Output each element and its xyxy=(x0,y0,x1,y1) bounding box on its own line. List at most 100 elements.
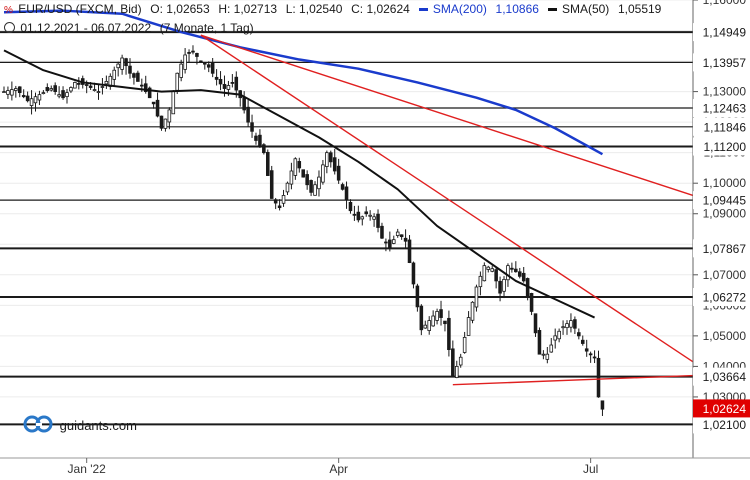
candle-body xyxy=(33,96,38,104)
candle-body xyxy=(486,266,491,270)
candle-body xyxy=(116,63,120,69)
candle-body xyxy=(206,64,211,68)
level-badge-bg xyxy=(693,23,750,42)
candle-body xyxy=(254,135,258,141)
candle-body xyxy=(285,182,290,193)
candle-body xyxy=(41,92,46,95)
candle-body xyxy=(313,184,317,196)
x-tick-label: Jan '22 xyxy=(68,462,107,476)
candle-body xyxy=(6,90,10,95)
level-badge: 1,03664 xyxy=(703,370,747,384)
candle-body xyxy=(21,95,26,98)
candle-body xyxy=(69,87,73,92)
open-value: O: 1,02653 xyxy=(150,2,210,16)
candle-body xyxy=(17,86,22,94)
candle-body xyxy=(577,332,581,337)
candle-body xyxy=(147,87,152,99)
level-badge-bg xyxy=(693,137,750,156)
candle-body xyxy=(88,85,93,88)
candle-body xyxy=(226,85,231,90)
sma50-line xyxy=(3,49,595,319)
candle-body xyxy=(419,305,424,331)
candle-body xyxy=(506,265,510,281)
chart-header-line-1: % EUR/USD (FXCM, Bid) O: 1,02653 H: 1,02… xyxy=(4,2,663,16)
candle-body xyxy=(53,85,57,92)
candle-body xyxy=(407,239,412,263)
candle-body xyxy=(73,82,77,89)
candle-body xyxy=(305,174,309,186)
duration-label: (7 Monate, 1 Tag) xyxy=(159,21,254,35)
candle-body xyxy=(368,214,372,217)
level-badge-bg xyxy=(693,191,750,210)
candle-body xyxy=(10,89,14,96)
candle-body xyxy=(454,365,459,378)
candle-body xyxy=(77,82,81,85)
candle-body xyxy=(214,76,219,80)
level-badge: 1,09445 xyxy=(703,194,747,208)
x-tick-label: Jul xyxy=(583,462,598,476)
candle-body xyxy=(517,271,522,277)
candle-body xyxy=(234,76,239,91)
candle-body xyxy=(25,95,30,102)
level-badge: 1,12463 xyxy=(703,101,747,115)
trendline xyxy=(200,34,694,363)
level-badge-bg xyxy=(693,98,750,117)
sma200-line xyxy=(3,9,604,156)
candle-body xyxy=(128,65,132,74)
candle-body xyxy=(498,280,502,294)
symbol-label: EUR/USD (FXCM, Bid) xyxy=(18,2,142,16)
candle-body xyxy=(151,101,156,105)
candle-body xyxy=(435,311,439,321)
y-tick-label: 1,13000 xyxy=(703,85,747,99)
candle-body xyxy=(470,301,475,321)
candle-body xyxy=(533,313,538,334)
candle-body xyxy=(175,72,180,91)
candle-body xyxy=(399,234,404,238)
sma50-legend-icon xyxy=(547,8,557,12)
candle-body xyxy=(332,157,337,172)
guidants-logo[interactable]: guidants.com xyxy=(22,414,137,437)
candle-body xyxy=(29,98,34,106)
candle-body xyxy=(451,348,455,376)
candle-body xyxy=(458,356,463,366)
candle-body xyxy=(474,286,479,308)
level-badge: 1,14949 xyxy=(703,26,747,40)
level-badge-bg xyxy=(693,415,750,434)
candle-body xyxy=(258,134,262,147)
level-badge-bg xyxy=(693,288,750,307)
candle-body xyxy=(155,99,160,117)
y-tick-label: 1,05000 xyxy=(703,329,747,343)
candle-body xyxy=(431,315,435,327)
level-badge-bg xyxy=(693,117,750,136)
candle-body xyxy=(561,326,565,329)
candle-body xyxy=(388,239,392,248)
level-badge: 1,02100 xyxy=(703,418,747,432)
candle-body xyxy=(297,161,302,169)
candle-body xyxy=(222,84,227,89)
candle-body xyxy=(277,205,282,209)
candle-body xyxy=(325,152,329,167)
x-tick-label: Apr xyxy=(329,462,348,476)
level-badge: 1,06272 xyxy=(703,291,747,305)
candle-body xyxy=(340,184,345,190)
candle-body xyxy=(447,317,451,351)
candle-body xyxy=(203,62,207,65)
candle-body xyxy=(195,53,199,57)
candle-body xyxy=(573,319,577,329)
candle-body xyxy=(384,241,388,244)
candle-body xyxy=(380,225,384,239)
level-badge-bg xyxy=(693,239,750,258)
candle-body xyxy=(600,400,605,410)
candle-body xyxy=(57,94,61,97)
candle-body xyxy=(352,213,357,216)
candle-body xyxy=(592,356,597,359)
candle-body xyxy=(588,353,593,356)
guidants-logo-text: guidants.com xyxy=(59,418,137,433)
sma200-legend-label: SMA(200) xyxy=(432,2,487,16)
candle-body xyxy=(415,285,420,308)
candle-body xyxy=(167,109,172,123)
candle-body xyxy=(329,152,333,163)
candle-body xyxy=(569,320,573,328)
candle-body xyxy=(348,201,353,212)
